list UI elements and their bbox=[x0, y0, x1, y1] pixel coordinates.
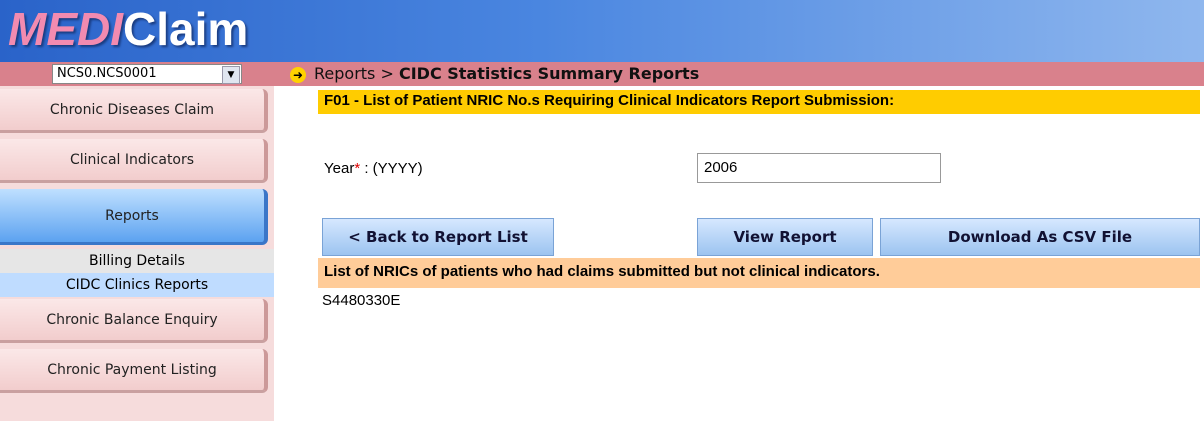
sidebar-item[interactable]: Reports bbox=[0, 189, 268, 245]
year-text: Year bbox=[324, 160, 354, 177]
required-mark: * bbox=[354, 160, 360, 177]
year-input[interactable]: 2006 bbox=[697, 153, 941, 183]
logo: MEDIClaim bbox=[8, 2, 248, 56]
back-button[interactable]: < Back to Report List bbox=[322, 218, 554, 256]
select-arrow: ▼ bbox=[222, 66, 240, 84]
logo-medi: MEDI bbox=[8, 3, 123, 55]
year-label: Year* : (YYYY) bbox=[324, 160, 423, 177]
download-csv-button[interactable]: Download As CSV File bbox=[880, 218, 1200, 256]
view-report-button[interactable]: View Report bbox=[697, 218, 873, 256]
account-value: NCS0.NCS0001 bbox=[57, 66, 157, 81]
sidebar-item[interactable]: Clinical Indicators bbox=[0, 139, 268, 183]
sidebar-subitem[interactable]: CIDC Clinics Reports bbox=[0, 273, 274, 297]
result-row: S4480330E bbox=[322, 292, 400, 309]
arrow-icon: ➜ bbox=[290, 67, 306, 83]
account-select[interactable]: NCS0.NCS0001 ▼ bbox=[52, 64, 242, 84]
sidebar-subitem[interactable]: Billing Details bbox=[0, 249, 274, 273]
logo-claim: Claim bbox=[123, 3, 248, 55]
breadcrumb: ➜ Reports > CIDC Statistics Summary Repor… bbox=[290, 64, 699, 83]
result-heading: List of NRICs of patients who had claims… bbox=[318, 258, 1200, 288]
report-title: F01 - List of Patient NRIC No.s Requirin… bbox=[318, 90, 1200, 114]
sidebar-item[interactable]: Chronic Balance Enquiry bbox=[0, 299, 268, 343]
page: {"header":{"logo_part1":"MEDI","logo_par… bbox=[0, 0, 1204, 421]
breadcrumb-current: CIDC Statistics Summary Reports bbox=[399, 64, 699, 83]
sidebar-item[interactable]: Chronic Payment Listing bbox=[0, 349, 268, 393]
sidebar-item[interactable]: Chronic Diseases Claim bbox=[0, 89, 268, 133]
year-format: : (YYYY) bbox=[364, 160, 422, 177]
breadcrumb-parent[interactable]: Reports > bbox=[314, 64, 394, 83]
